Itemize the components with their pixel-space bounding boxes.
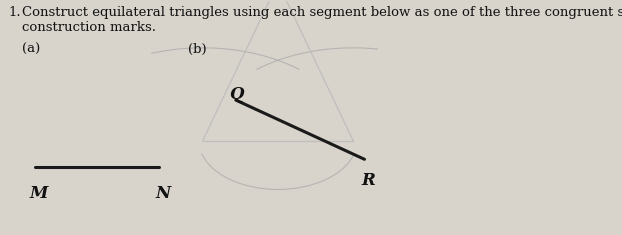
Text: R: R (362, 172, 376, 189)
Text: 1.: 1. (8, 6, 21, 19)
Text: Q: Q (229, 86, 244, 103)
Text: (b): (b) (188, 43, 207, 56)
Text: (a): (a) (22, 43, 40, 56)
Text: Construct equilateral triangles using each segment below as one of the three con: Construct equilateral triangles using ea… (22, 6, 622, 34)
Text: N: N (156, 185, 171, 202)
Text: M: M (30, 185, 48, 202)
